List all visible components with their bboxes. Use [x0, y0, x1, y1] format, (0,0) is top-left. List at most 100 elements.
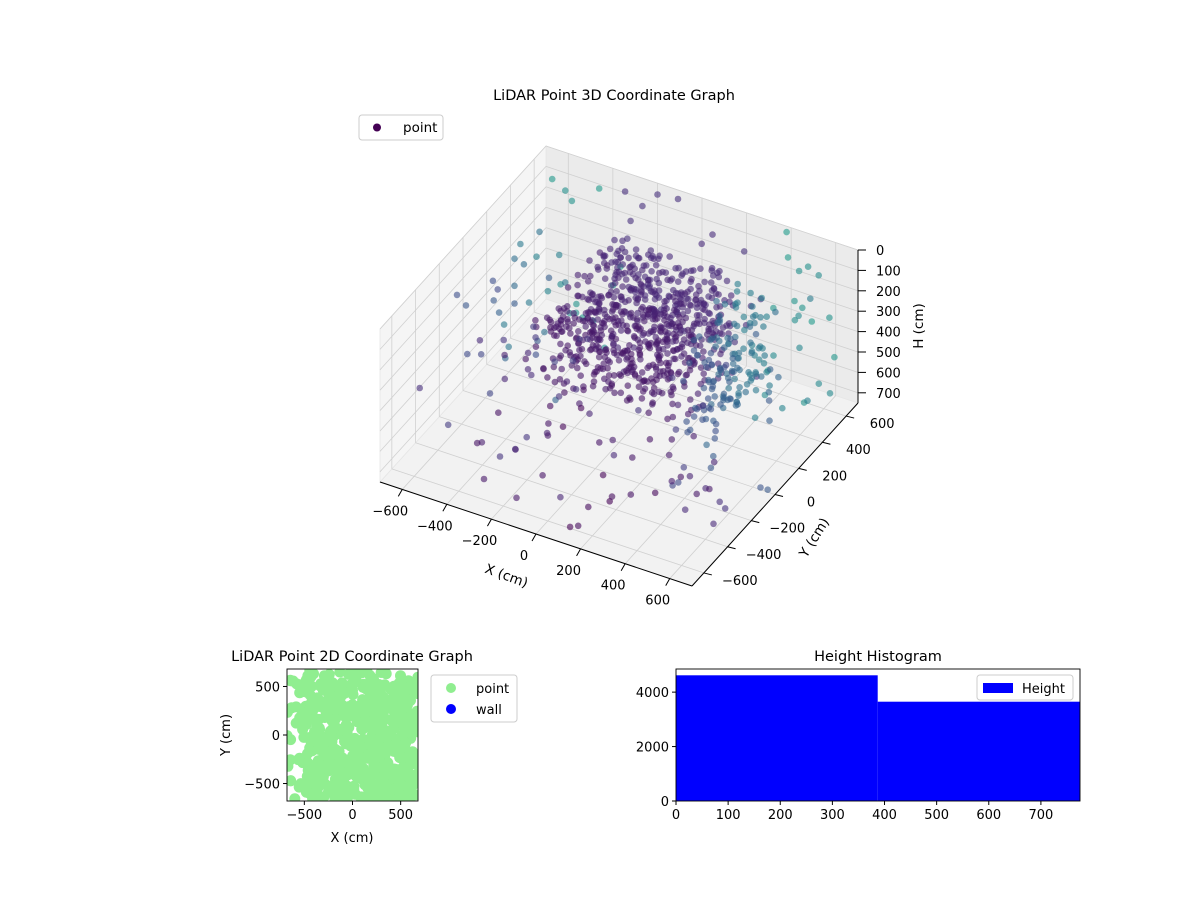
point-2d [319, 712, 331, 723]
z-tick-label: 600 [876, 366, 901, 381]
point-3d [626, 342, 633, 349]
point-3d [748, 374, 756, 382]
point-3d [684, 307, 692, 315]
point-3d [601, 311, 609, 318]
y-tick-label: 0 [807, 496, 815, 511]
point-3d [617, 293, 624, 300]
histogram-legend: Height [976, 674, 1074, 701]
y-tick-label: 600 [870, 417, 895, 432]
point-3d [561, 389, 568, 396]
point-2d [354, 763, 366, 774]
point-3d [637, 291, 645, 299]
point-3d [644, 364, 651, 372]
point-3d [555, 251, 563, 259]
point-3d [632, 274, 639, 282]
point-2d [340, 784, 352, 795]
point-3d [570, 320, 577, 327]
point-3d [640, 311, 647, 319]
point-3d [611, 349, 618, 357]
point-3d [684, 326, 692, 334]
point-2d [405, 747, 417, 758]
point-3d [612, 303, 620, 311]
point-3d [590, 371, 598, 378]
gridline-z [545, 145, 859, 251]
point-3d [615, 247, 622, 255]
point-3d [512, 446, 519, 453]
point-3d [525, 299, 533, 306]
point-3d [586, 257, 593, 264]
x-tick [620, 563, 626, 571]
point-3d [657, 359, 664, 367]
point-3d [606, 315, 613, 323]
point-3d [664, 350, 671, 357]
point-3d [593, 331, 601, 339]
y-tick-label: 400 [846, 443, 871, 458]
point-3d [528, 371, 535, 379]
point-3d [615, 274, 622, 282]
point-3d [545, 274, 553, 282]
point-3d [693, 352, 701, 359]
point-3d [577, 372, 584, 380]
point-3d [692, 296, 700, 303]
point-3d [635, 407, 642, 414]
point-3d [556, 354, 563, 362]
point-3d [604, 364, 611, 372]
point-2d [389, 705, 401, 717]
point-3d [729, 360, 737, 368]
point-3d [770, 352, 777, 359]
point-3d [511, 255, 518, 262]
point-3d [588, 345, 595, 353]
gridline-y [486, 363, 799, 469]
point-3d [587, 272, 594, 280]
point-3d [700, 300, 707, 307]
point-2d [365, 794, 377, 801]
point-3d [639, 266, 646, 274]
gridline-y [415, 442, 728, 548]
x-tick-label: −200 [462, 534, 498, 549]
point-3d [555, 393, 563, 400]
point-3d [752, 370, 760, 378]
point-3d [669, 374, 676, 382]
point-3d [671, 306, 678, 314]
y-tick-label: 2000 [636, 741, 669, 756]
point-3d [716, 312, 723, 320]
point-3d [575, 292, 582, 300]
point-3d [731, 375, 738, 383]
z-tick-label: 100 [876, 264, 901, 279]
point-3d [700, 348, 707, 355]
point-3d [704, 395, 712, 402]
point-3d [710, 452, 717, 460]
point-3d [690, 336, 698, 344]
point-2d [380, 669, 392, 680]
point-3d [686, 472, 694, 480]
point-3d [712, 420, 720, 428]
point-3d [639, 202, 646, 210]
point-3d [799, 304, 806, 312]
y-tick-label: −500 [244, 778, 280, 793]
point-3d [661, 309, 668, 317]
point-3d [680, 350, 688, 357]
x-tick-label: 0 [348, 808, 356, 823]
z-tick-label: 0 [876, 244, 884, 259]
point-3d [674, 278, 682, 286]
point-3d [599, 471, 607, 479]
point-3d [551, 358, 558, 366]
point-2d [370, 710, 382, 722]
point-3d [569, 357, 577, 365]
point-3d [489, 277, 497, 285]
point-3d [622, 276, 630, 283]
point-3d [577, 404, 585, 412]
point-3d [677, 300, 685, 308]
point-2d [297, 724, 309, 735]
point-3d [707, 464, 715, 472]
gridline-z [379, 186, 547, 371]
point-2d [395, 670, 406, 682]
z-tick-label: 200 [876, 285, 901, 300]
point-3d [496, 453, 504, 460]
point-3d [563, 308, 571, 315]
point-3d [557, 307, 564, 315]
point-3d [672, 297, 679, 305]
point-3d [669, 413, 677, 421]
point-3d [610, 372, 618, 379]
point-2d [323, 669, 335, 680]
